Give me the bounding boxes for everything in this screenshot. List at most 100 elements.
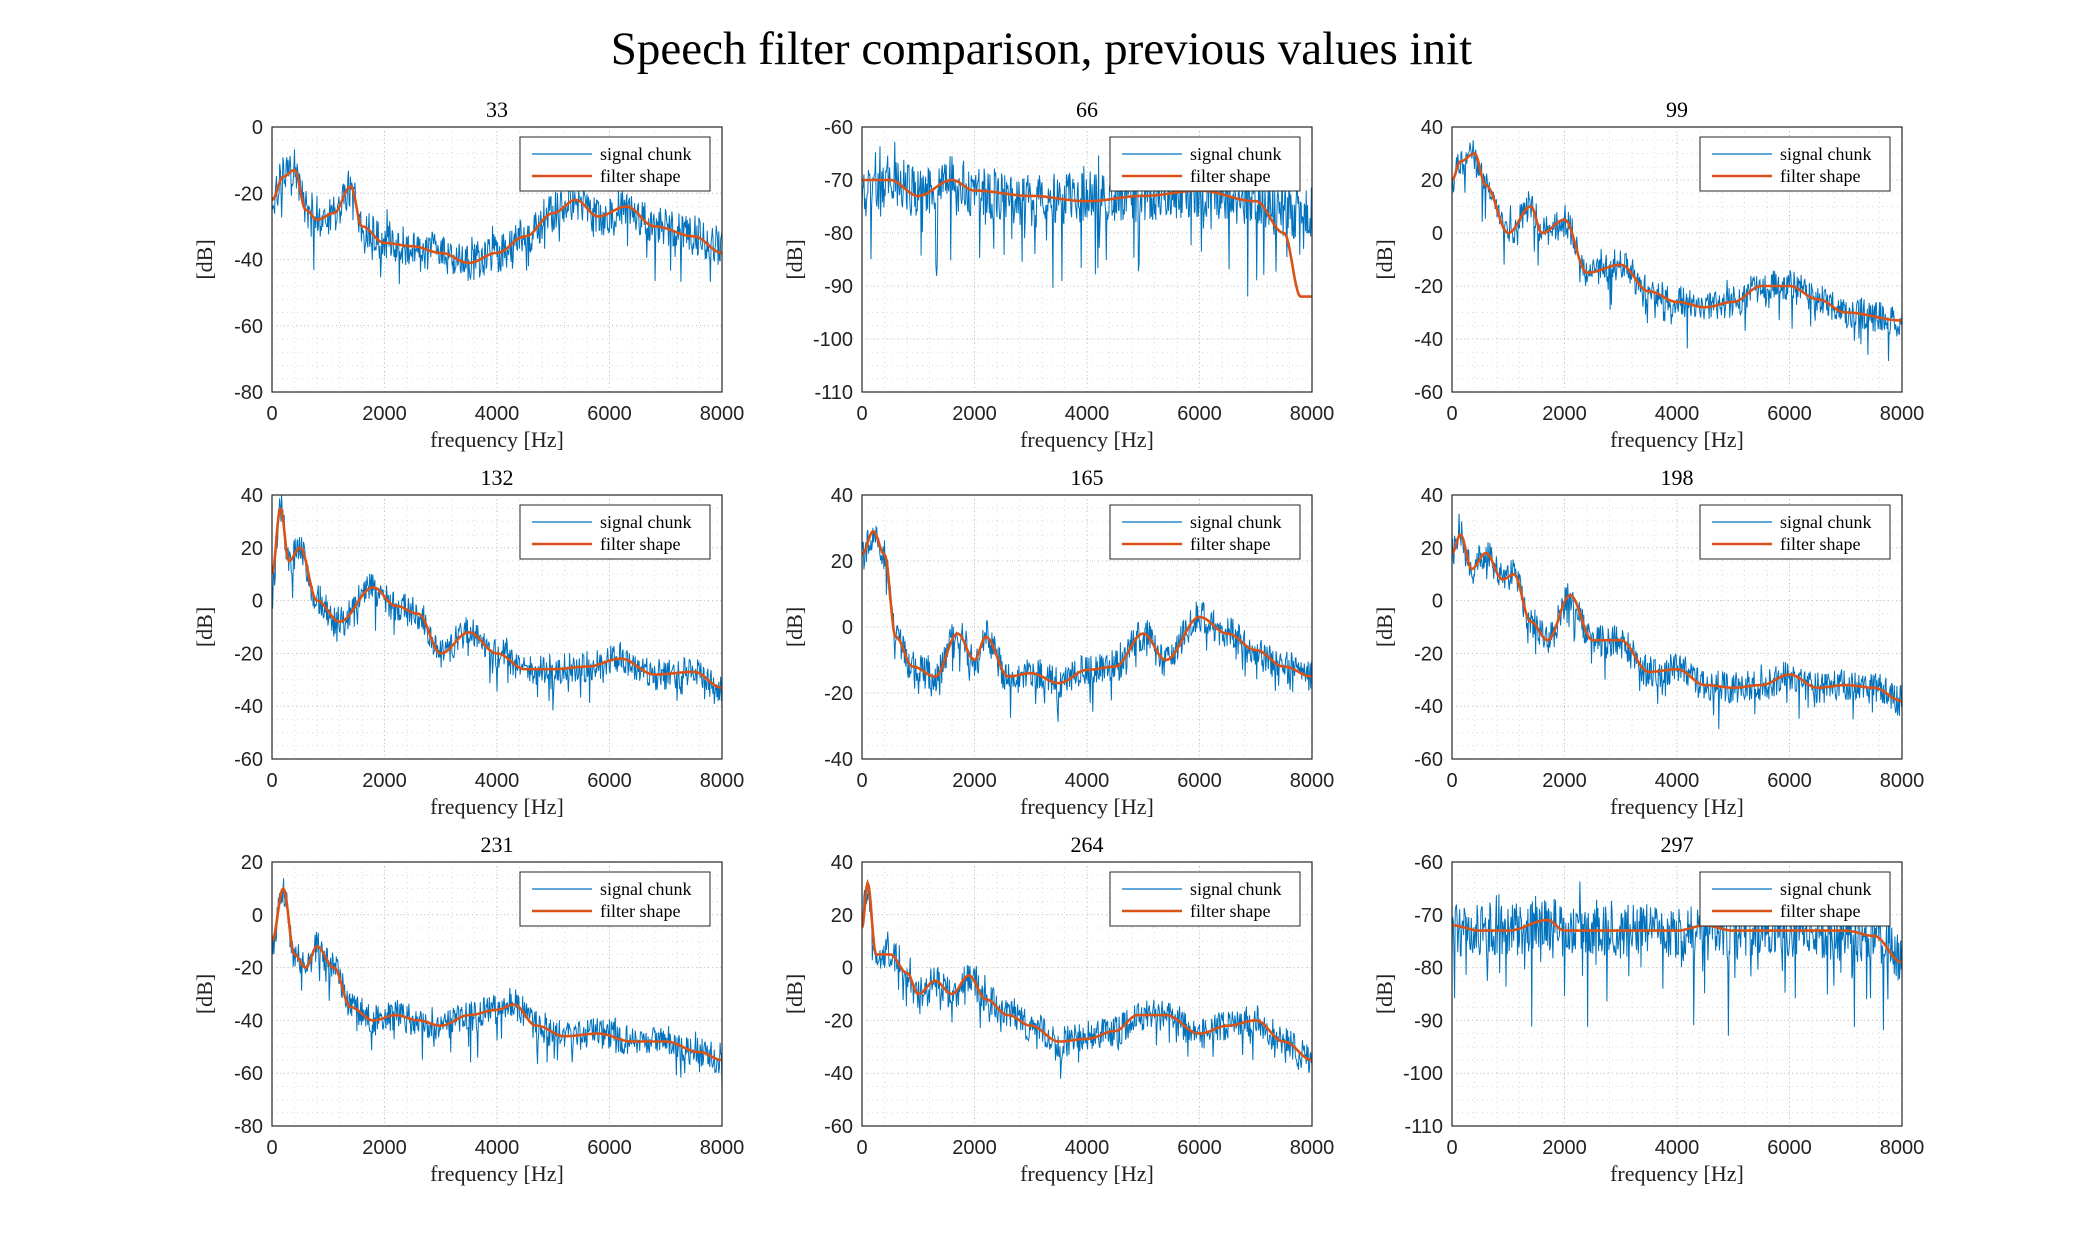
x-tick-label: 6000 (1767, 770, 1812, 792)
panel-title: 198 (1661, 465, 1694, 490)
y-axis-label: [dB] (192, 607, 217, 647)
series-line-signal-chunk (272, 495, 722, 711)
legend-box (519, 871, 711, 927)
legend-box (519, 136, 711, 192)
legend-label-filter-shape: filter shape (1780, 901, 1860, 921)
x-tick-label: 6000 (1177, 403, 1222, 425)
x-tick-label: 6000 (587, 403, 632, 425)
legend-label-signal-chunk: signal chunk (1190, 879, 1282, 899)
x-tick-label: 4000 (1655, 770, 1700, 792)
series-line-filter-shape (1452, 152, 1902, 322)
y-axis-label: [dB] (1372, 239, 1397, 279)
series-layer (1452, 513, 1902, 730)
chart-panel-297: 0 2000 4000 6000 8000 -110 -100 -90 -80 -70 -60 297… (1372, 832, 1924, 1186)
y-axis-label: [dB] (1372, 607, 1397, 647)
chart-panel-165: 0 2000 4000 6000 8000 -40 -20 0 20 40 165 frequency… (782, 465, 1334, 819)
legend-label-filter-shape: filter shape (1190, 166, 1270, 186)
chart-panel-198: 0 2000 4000 6000 8000 -60 -40 -20 0 20 40 198 freque… (1372, 465, 1924, 819)
x-tick-label: 8000 (1290, 403, 1335, 425)
y-tick-label: 0 (252, 905, 263, 927)
series-line-filter-shape (862, 529, 1312, 685)
panel-title: 297 (1661, 832, 1694, 857)
legend-label-filter-shape: filter shape (600, 166, 680, 186)
y-tick-label: 0 (252, 117, 263, 139)
series-layer (1452, 140, 1902, 362)
x-axis-label: frequency [Hz] (1020, 427, 1154, 452)
y-tick-label: -80 (1414, 958, 1443, 980)
y-tick-label: 0 (1432, 223, 1443, 245)
y-tick-label: -90 (824, 276, 853, 298)
y-tick-label: 20 (831, 551, 853, 573)
x-tick-label: 8000 (700, 403, 745, 425)
series-layer (1452, 881, 1902, 1036)
y-tick-label: 40 (1421, 485, 1443, 507)
series-layer (272, 149, 722, 285)
y-tick-label: -20 (234, 643, 263, 665)
y-tick-label: 20 (831, 905, 853, 927)
y-tick-label: -40 (234, 696, 263, 718)
x-tick-label: 2000 (952, 403, 997, 425)
x-tick-label: 6000 (1767, 1137, 1812, 1159)
y-tick-label: -60 (824, 1116, 853, 1138)
y-axis-label: [dB] (782, 974, 807, 1014)
legend-label-filter-shape: filter shape (1780, 166, 1860, 186)
x-tick-label: 2000 (362, 403, 407, 425)
series-line-signal-chunk (862, 141, 1312, 297)
legend-box (1109, 504, 1301, 560)
y-axis-label: [dB] (192, 974, 217, 1014)
series-line-signal-chunk (862, 525, 1312, 722)
y-tick-label: 40 (831, 485, 853, 507)
x-tick-label: 4000 (1655, 1137, 1700, 1159)
panel-title: 165 (1071, 465, 1104, 490)
y-tick-label: -40 (234, 1010, 263, 1032)
series-line-filter-shape (272, 168, 722, 265)
y-tick-label: -60 (234, 316, 263, 338)
x-tick-label: 4000 (1655, 403, 1700, 425)
y-tick-label: -20 (824, 683, 853, 705)
series-line-filter-shape (272, 886, 722, 1062)
y-tick-label: -40 (234, 250, 263, 272)
series-line-filter-shape (862, 178, 1312, 298)
y-tick-label: -110 (814, 382, 853, 404)
x-tick-label: 0 (856, 770, 867, 792)
panel-title: 33 (486, 97, 508, 122)
y-tick-label: -60 (1414, 749, 1443, 771)
legend-label-signal-chunk: signal chunk (1190, 144, 1282, 164)
x-tick-label: 4000 (475, 403, 520, 425)
x-tick-label: 2000 (952, 770, 997, 792)
x-tick-label: 2000 (1542, 403, 1587, 425)
series-line-signal-chunk (272, 878, 722, 1091)
x-axis-label: frequency [Hz] (430, 794, 564, 819)
x-tick-label: 2000 (1542, 770, 1587, 792)
x-axis-label: frequency [Hz] (1610, 794, 1744, 819)
x-tick-label: 0 (266, 1137, 277, 1159)
x-tick-label: 8000 (700, 770, 745, 792)
legend-label-signal-chunk: signal chunk (1190, 512, 1282, 532)
y-axis-label: [dB] (782, 607, 807, 647)
legend-box (1699, 504, 1891, 560)
series-line-filter-shape (1452, 918, 1902, 964)
y-tick-label: 40 (1421, 117, 1443, 139)
y-tick-label: -60 (234, 1063, 263, 1085)
legend-box (1699, 136, 1891, 192)
x-axis-label: frequency [Hz] (1020, 1161, 1154, 1186)
x-tick-label: 0 (856, 403, 867, 425)
x-tick-label: 8000 (1880, 770, 1925, 792)
x-tick-label: 0 (856, 1137, 867, 1159)
y-tick-label: -40 (1414, 696, 1443, 718)
y-axis-label: [dB] (782, 239, 807, 279)
axes-box (1451, 126, 1903, 393)
x-tick-label: 8000 (1290, 1137, 1335, 1159)
legend-label-filter-shape: filter shape (600, 901, 680, 921)
x-tick-label: 8000 (1880, 1137, 1925, 1159)
series-layer (862, 525, 1312, 722)
y-tick-label: -20 (234, 183, 263, 205)
y-tick-label: -100 (1403, 1063, 1443, 1085)
y-tick-label: -60 (824, 117, 853, 139)
y-tick-label: -60 (1414, 852, 1443, 874)
axes-box (1451, 494, 1903, 760)
x-axis-label: frequency [Hz] (430, 427, 564, 452)
